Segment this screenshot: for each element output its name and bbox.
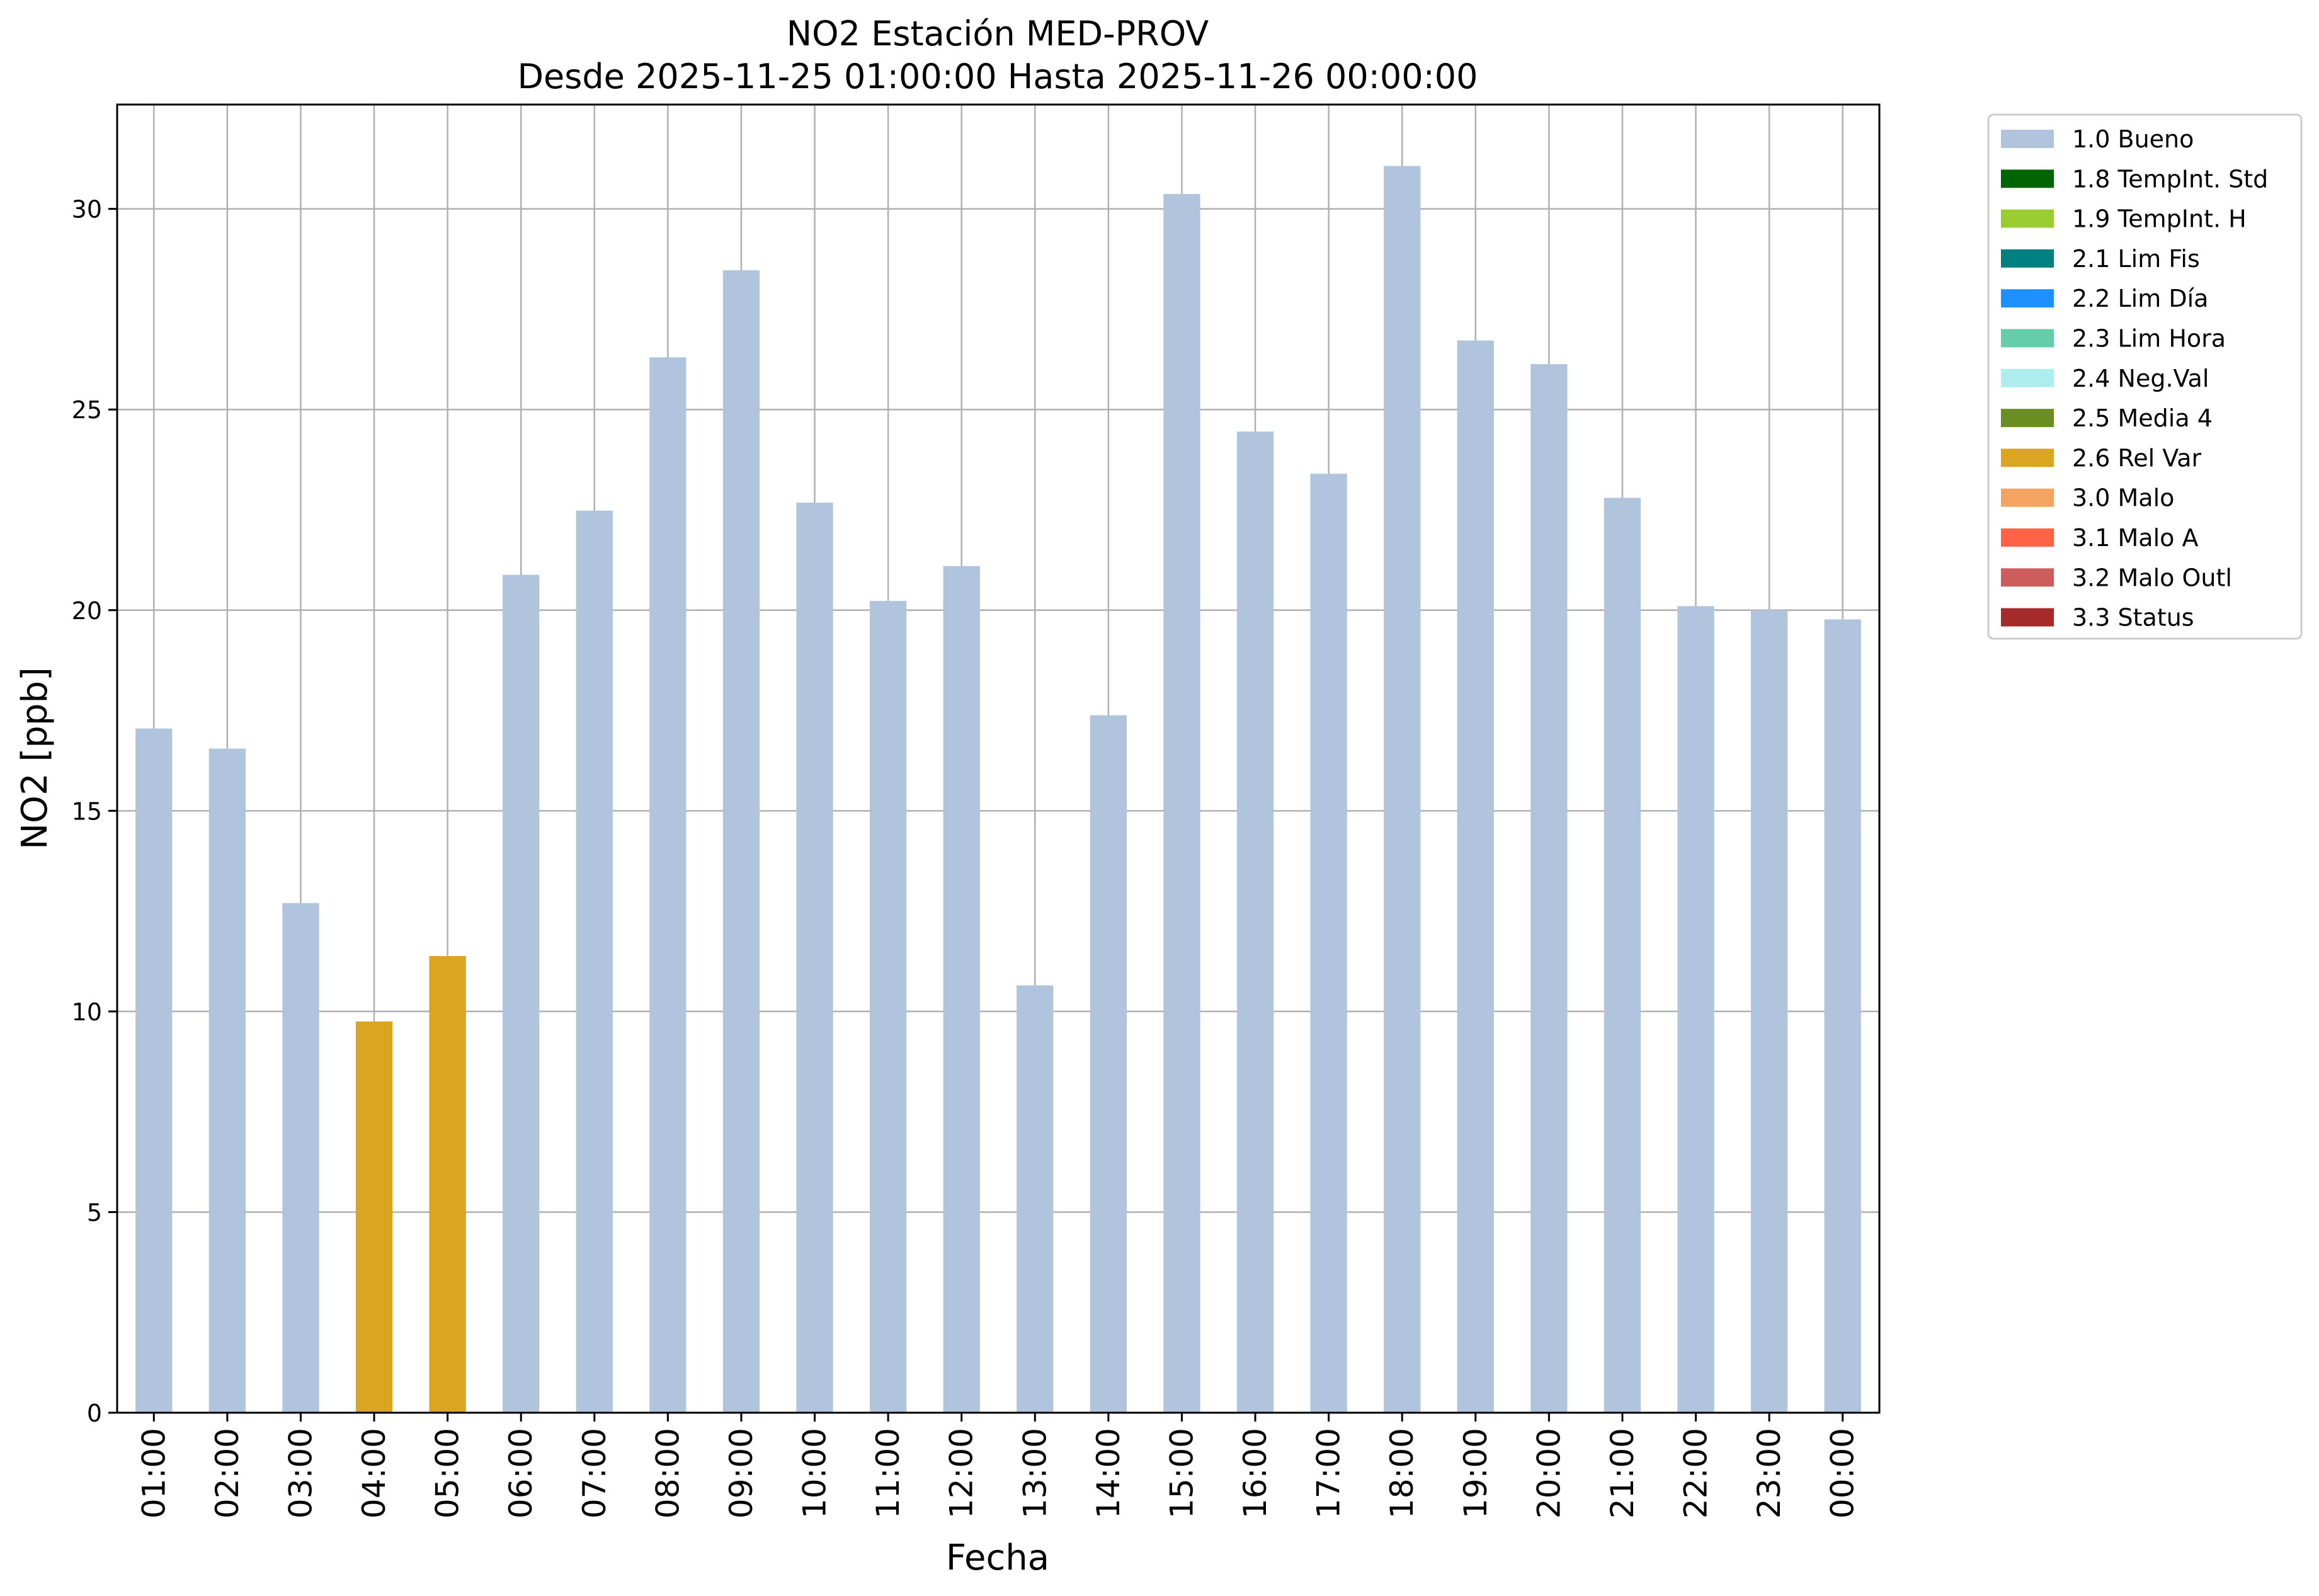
x-tick-label: 05:00 [430, 1428, 466, 1519]
bar [429, 955, 466, 1413]
x-tick-label: 16:00 [1237, 1428, 1273, 1519]
legend-swatch [2001, 608, 2054, 627]
bar [649, 357, 687, 1413]
legend-label: 3.1 Malo A [2072, 524, 2198, 552]
bar [1530, 364, 1568, 1413]
x-tick-label: 19:00 [1457, 1428, 1494, 1519]
legend-frame [1987, 113, 2303, 640]
legend-swatch [2001, 368, 2054, 387]
y-tick-label: 5 [87, 1199, 102, 1226]
bar [1824, 619, 1861, 1413]
bar [722, 270, 760, 1413]
y-tick-label: 0 [87, 1399, 102, 1427]
bar [135, 728, 173, 1413]
legend-label: 1.8 TempInt. Std [2072, 165, 2268, 193]
x-tick-label: 04:00 [356, 1428, 392, 1519]
legend-swatch [2001, 409, 2054, 428]
legend-swatch [2001, 448, 2054, 467]
x-axis: 01:00 02:00 03:00 04:00 05:00 06:00 07:00 08:00… [135, 1413, 1861, 1519]
x-tick-label: 06:00 [503, 1428, 539, 1519]
legend-swatch [2001, 130, 2054, 148]
plot-frame [116, 103, 1881, 1414]
legend-swatch [2001, 488, 2054, 507]
y-tick-label: 10 [72, 998, 102, 1026]
x-tick-label: 23:00 [1751, 1428, 1787, 1519]
legend-label: 2.4 Neg.Val [2072, 365, 2209, 392]
y-tick-label: 20 [72, 597, 102, 625]
x-tick-label: 20:00 [1530, 1428, 1567, 1519]
x-tick-label: 21:00 [1604, 1428, 1641, 1519]
x-tick-label: 03:00 [282, 1428, 319, 1519]
bar [1750, 610, 1788, 1413]
bar [1384, 166, 1421, 1413]
legend-swatch [2001, 209, 2054, 228]
legend-label: 2.3 Lim Hora [2072, 325, 2226, 353]
bar [796, 503, 833, 1413]
legend-swatch [2001, 289, 2054, 308]
y-axis-label: NO2 [ppb] [14, 667, 55, 850]
bar [1604, 498, 1641, 1413]
bar [1236, 431, 1274, 1413]
bar [1163, 194, 1200, 1413]
x-tick-label: 09:00 [723, 1428, 760, 1519]
x-tick-label: 17:00 [1311, 1428, 1347, 1519]
legend-label: 1.0 Bueno [2072, 125, 2194, 153]
legend-swatch [2001, 169, 2054, 188]
y-axis: 0 5 10 15 20 25 30 [72, 196, 117, 1427]
bar [1017, 985, 1054, 1413]
legend-label: 1.9 TempInt. H [2072, 205, 2247, 233]
y-tick-label: 15 [72, 797, 102, 825]
bar [1457, 340, 1494, 1413]
y-tick-label: 25 [72, 396, 102, 424]
bar [355, 1021, 393, 1413]
legend-label: 3.2 Malo Outl [2072, 564, 2232, 591]
legend-label: 3.3 Status [2072, 604, 2194, 632]
x-tick-label: 02:00 [209, 1428, 246, 1519]
x-tick-label: 10:00 [797, 1428, 833, 1519]
bar [869, 601, 907, 1413]
legend-swatch [2001, 329, 2054, 348]
x-tick-label: 01:00 [135, 1428, 172, 1519]
legend-swatch [2001, 528, 2054, 547]
legend-label: 2.2 Lim Día [2072, 285, 2208, 312]
x-axis-label: Fecha [946, 1537, 1049, 1578]
bar [1310, 474, 1347, 1413]
bar [576, 510, 613, 1413]
legend-swatch [2001, 249, 2054, 268]
y-tick-label: 30 [72, 196, 102, 224]
bar [1677, 606, 1714, 1413]
x-tick-label: 07:00 [576, 1428, 613, 1519]
x-tick-label: 08:00 [649, 1428, 686, 1519]
x-tick-label: 12:00 [943, 1428, 980, 1519]
x-tick-label: 18:00 [1384, 1428, 1420, 1519]
legend: 1.0 Bueno 1.8 TempInt. Std 1.9 TempInt. H 2… [1987, 113, 2303, 640]
x-tick-label: 14:00 [1090, 1428, 1127, 1519]
bar [282, 903, 319, 1413]
legend-swatch [2001, 568, 2054, 587]
chart-subtitle: Desde 2025-11-25 01:00:00 Hasta 2025-11-… [517, 57, 1478, 96]
x-tick-label: 11:00 [870, 1428, 906, 1519]
x-tick-label: 15:00 [1163, 1428, 1200, 1519]
legend-label: 2.5 Media 4 [2072, 404, 2213, 432]
legend-label: 2.1 Lim Fis [2072, 245, 2200, 273]
x-tick-label: 22:00 [1678, 1428, 1714, 1519]
bar [943, 566, 980, 1413]
x-tick-label: 13:00 [1017, 1428, 1053, 1519]
x-tick-label: 00:00 [1825, 1428, 1861, 1519]
chart-title: NO2 Estación MED-PROV [787, 14, 1209, 54]
bar [1090, 715, 1127, 1413]
legend-label: 3.0 Malo [2072, 484, 2174, 512]
bar [208, 748, 246, 1413]
legend-label: 2.6 Rel Var [2072, 444, 2202, 472]
bar [503, 574, 540, 1413]
bars-group [135, 166, 1861, 1413]
